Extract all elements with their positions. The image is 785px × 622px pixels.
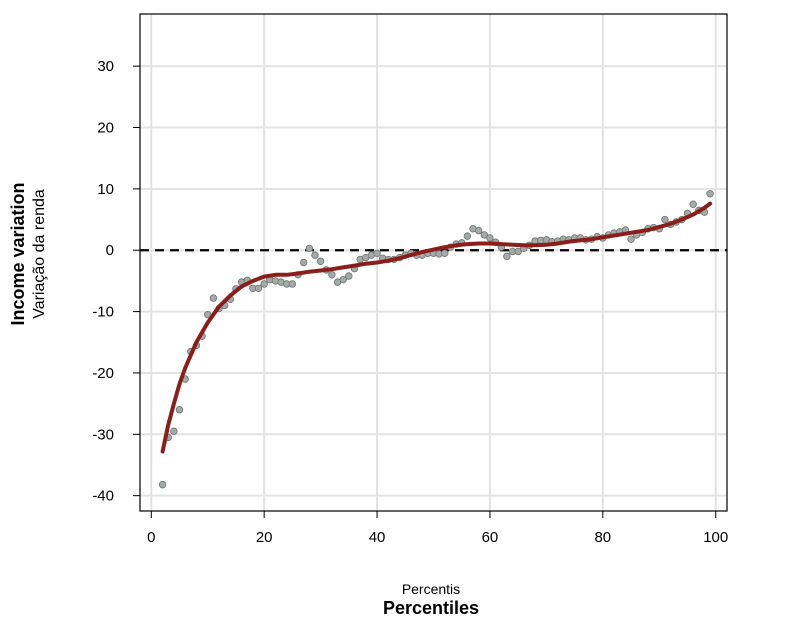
data-point	[305, 244, 314, 253]
x-axis-label-secondary: Percentis	[402, 581, 460, 597]
data-point	[474, 226, 483, 235]
data-point	[706, 190, 714, 198]
data-point	[373, 249, 381, 257]
plot-frame	[139, 13, 728, 512]
x-tick-label: 20	[256, 529, 273, 546]
data-point	[260, 280, 268, 288]
data-point	[299, 258, 308, 267]
data-point	[480, 231, 488, 239]
data-point	[170, 427, 178, 435]
data-point	[661, 215, 669, 224]
data-points	[158, 190, 714, 489]
fit-curve	[160, 201, 713, 454]
data-point	[175, 406, 184, 414]
x-axis-label: Percentiles	[383, 598, 479, 618]
data-point	[254, 284, 263, 292]
data-point	[316, 257, 325, 265]
x-tick-label: 80	[594, 529, 611, 546]
data-point	[339, 275, 347, 284]
x-tick-label: 100	[703, 529, 728, 546]
x-tick-label: 60	[482, 529, 499, 546]
data-point	[463, 232, 472, 240]
x-tick-label: 0	[147, 529, 155, 546]
y-tick-label: 30	[97, 58, 114, 75]
x-tick-label: 40	[369, 529, 386, 546]
data-point	[486, 234, 494, 242]
y-tick-label: -30	[92, 426, 114, 443]
y-tick-label: 10	[97, 181, 114, 198]
y-tick-label: -20	[92, 365, 114, 382]
data-point	[514, 247, 522, 256]
y-tick-label: 20	[97, 120, 114, 137]
y-tick-label: 0	[106, 242, 114, 259]
data-point	[311, 251, 319, 259]
grid-lines	[140, 14, 727, 511]
data-point	[209, 294, 218, 302]
data-point	[441, 249, 449, 257]
y-axis-label-secondary: Variação da renda	[31, 189, 48, 319]
data-point	[288, 280, 297, 288]
data-point	[158, 480, 167, 489]
data-point	[689, 200, 697, 208]
fit-curve-group	[160, 201, 713, 454]
data-point	[328, 271, 336, 279]
axis-ticks: 0 20 40 60 80 100 -40 -30 -20 -10 0 10 20 30	[92, 58, 728, 546]
data-point	[503, 252, 511, 261]
data-point	[345, 272, 353, 280]
y-tick-label: -40	[92, 488, 114, 505]
y-axis-label: Income variation	[8, 182, 28, 325]
data-point	[627, 235, 635, 243]
y-tick-label: -10	[92, 304, 114, 321]
